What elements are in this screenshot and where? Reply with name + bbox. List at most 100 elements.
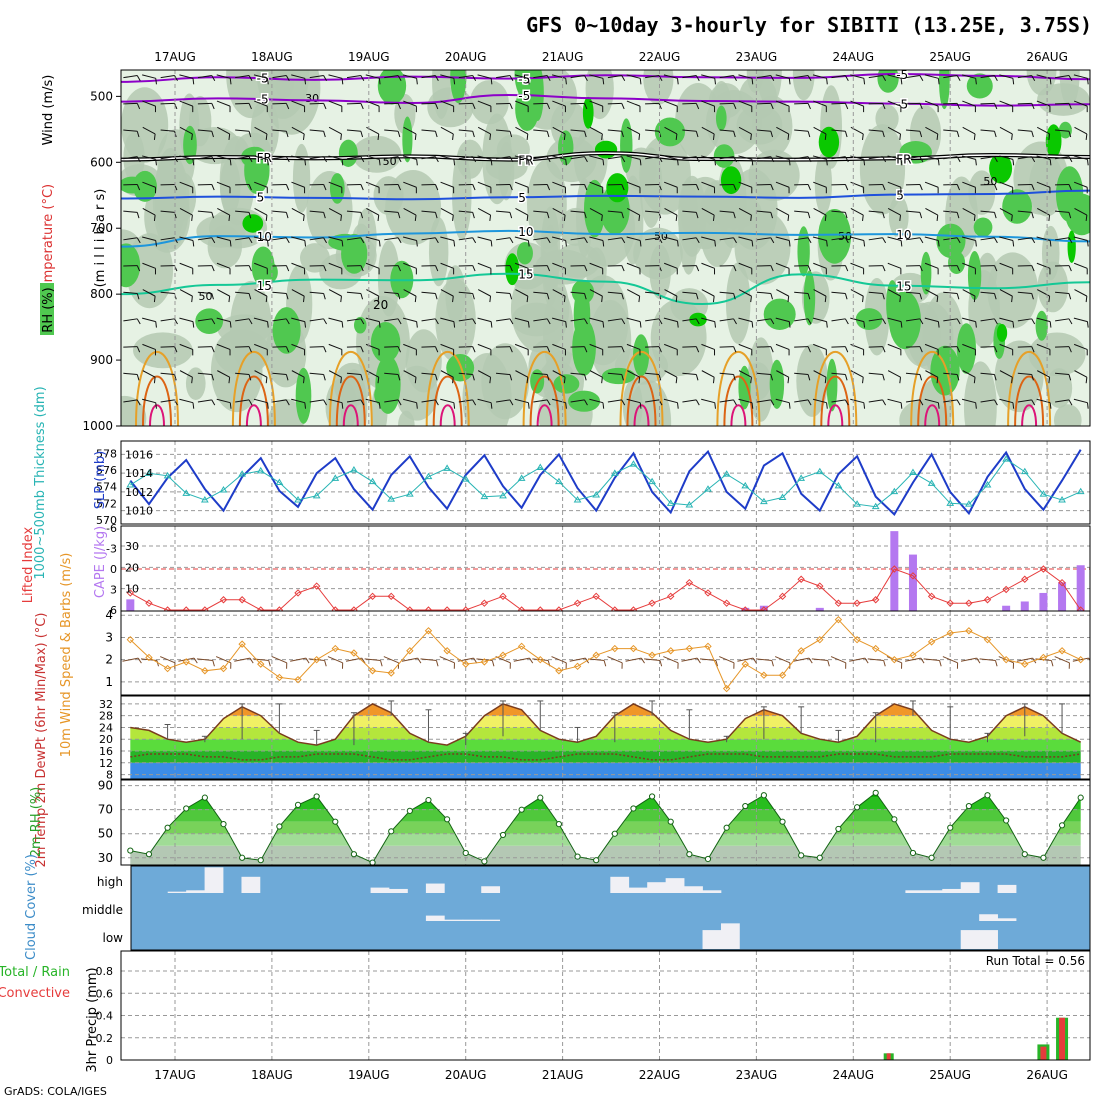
li-tick-label: -6 (106, 522, 117, 535)
wind-barb-feather (937, 240, 940, 247)
wind-barb-feather (824, 296, 827, 303)
wind-barb (291, 236, 305, 241)
wind-barb-feather (1012, 321, 1015, 328)
warm-isotherm (142, 375, 172, 426)
y-tick-label: 800 (90, 287, 113, 301)
wind-barb-feather (584, 212, 587, 219)
wind-barb-feather (733, 399, 737, 406)
warm-isotherm (342, 404, 359, 426)
wind-barb-feather (919, 374, 923, 381)
lifted-index-point (760, 606, 768, 611)
wind-barb (197, 372, 212, 376)
rh-moist-area (855, 308, 883, 330)
warm-isotherm (716, 350, 761, 426)
wind-barb-feather (1088, 657, 1090, 662)
wind-barb (440, 181, 454, 188)
wind-barb (627, 370, 640, 378)
wind-barb (830, 656, 846, 664)
wind-barb (999, 262, 1013, 269)
wind-barb-feather (975, 159, 977, 166)
cloud-axis-label: Cloud Cover (%) (24, 854, 39, 960)
wind-barb-feather (527, 240, 530, 247)
wind-barb-feather (994, 293, 997, 300)
wind-barb-feather (659, 660, 663, 667)
wind-barb-feather (1011, 296, 1013, 303)
rh-moist-area (516, 241, 533, 265)
wind-barb (235, 156, 250, 160)
wind-barb (253, 317, 268, 323)
wind-barb (887, 100, 902, 107)
wind-barb-feather (695, 237, 700, 244)
wind-barb (291, 343, 305, 350)
y-tick-label: 500 (90, 89, 113, 103)
wind-barb-feather (695, 374, 699, 381)
wind-speed-point (443, 647, 451, 655)
wind-barb-feather (211, 237, 216, 244)
isotherm-line (121, 272, 1090, 306)
wind-barb-feather (712, 133, 715, 140)
cape-bar (1002, 605, 1011, 611)
wind-barb-feather (1048, 214, 1051, 222)
rh-point (593, 857, 600, 864)
wind-barb-feather (526, 377, 529, 384)
wind-barb-feather (844, 156, 849, 163)
wind-barb (254, 100, 268, 107)
wind-barb (142, 370, 156, 378)
rh-point (127, 847, 134, 854)
wind-speed-line (129, 618, 1081, 690)
wind-barb-feather (489, 133, 492, 140)
warm-isotherm (536, 404, 553, 426)
wind-barb (943, 129, 958, 132)
wind-barb (719, 129, 734, 132)
cloud-bar-low (702, 930, 722, 949)
wind-barb-feather (956, 184, 961, 191)
wind-barb-feather (248, 346, 252, 353)
wind-barb-feather (733, 156, 737, 163)
cape-bar (759, 605, 768, 611)
wind-barb-feather (584, 75, 588, 81)
wind-barb (719, 237, 734, 241)
wind-barb (813, 100, 827, 107)
wind-barb (850, 398, 864, 404)
rh-saturated-area (818, 126, 840, 158)
wind-barb-feather (546, 318, 551, 325)
x-tick-label-top: 22AUG (639, 50, 681, 64)
wind-barb-feather (994, 212, 997, 219)
wind-barb-feather (397, 156, 402, 163)
wind-barb-feather (584, 131, 587, 138)
wind-barb-feather (1012, 240, 1015, 247)
wind-barb (850, 317, 864, 323)
wind-barb (216, 343, 231, 350)
warm-isotherm (238, 375, 269, 426)
wind-barb (1073, 317, 1088, 323)
wind-barb (589, 236, 604, 241)
wind-barb-feather (919, 131, 923, 138)
wind-barb-feather (695, 399, 700, 406)
wind-barb (458, 129, 473, 132)
wind-barb-feather (211, 156, 216, 163)
wind-barb (961, 317, 976, 323)
wind-barb (607, 656, 623, 664)
wind-barb-feather (472, 237, 477, 244)
wind-barb-feather (899, 133, 902, 140)
upper-air-frame (120, 69, 1091, 427)
wind-barb-feather (788, 78, 791, 85)
wind-barb (794, 237, 809, 241)
wind-barb-feather (937, 78, 940, 85)
wind-barb (309, 399, 324, 403)
wind-barb (291, 181, 305, 188)
cloud-row-label: low (103, 931, 124, 945)
rh2m-frame (120, 779, 1091, 866)
precip-tick-label: 0 (106, 1054, 113, 1067)
wind-barb (366, 208, 379, 216)
wind-barb (905, 75, 920, 79)
thickness-point (815, 467, 824, 475)
wind-barb-feather (937, 402, 940, 409)
wind-barb (738, 236, 753, 241)
wind-barb-feather (919, 103, 923, 110)
wind-barb (383, 656, 399, 664)
wind-barb (980, 291, 995, 294)
cape-tick-label: 10 (125, 583, 139, 596)
wind-barb-feather (900, 159, 903, 166)
li-tick-label: -3 (106, 543, 117, 556)
